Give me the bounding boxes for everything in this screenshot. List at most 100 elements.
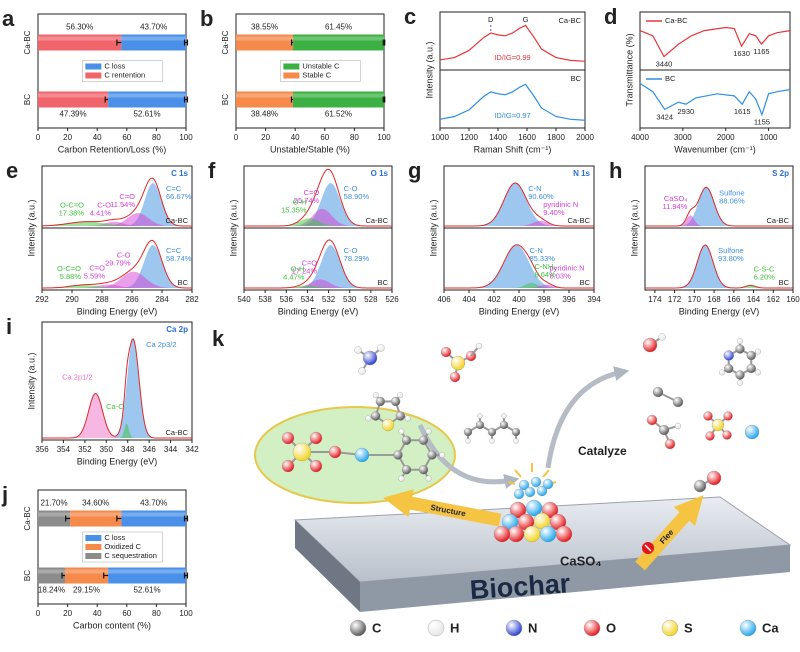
- atom: [398, 428, 405, 435]
- peak: [42, 183, 192, 226]
- atom: [525, 499, 543, 517]
- x-tick-label: 80: [152, 609, 161, 618]
- peak-name: CaSO₄: [664, 194, 688, 203]
- atom: [489, 438, 495, 444]
- center-label: CaSO₄: [560, 553, 602, 568]
- peak-share: 11.54%: [110, 200, 135, 209]
- peak-share: 4.47%: [283, 272, 305, 281]
- x-tick-label: 292: [35, 295, 49, 304]
- x-axis-label: Unstable/Stable (%): [270, 144, 350, 154]
- peak-name: C-NH₂: [535, 262, 557, 271]
- bar-shine: [70, 512, 122, 517]
- peak-share: 58.74%: [166, 254, 192, 263]
- x-tick-label: 398: [537, 295, 551, 304]
- value-label: 38.55%: [251, 23, 278, 32]
- x-tick-label: 80: [350, 133, 359, 142]
- x-tick-label: 1000: [431, 133, 449, 142]
- x-axis-label: Carbon content (%): [73, 620, 151, 630]
- peak-name: O-H: [293, 197, 307, 206]
- band-label: 1630: [733, 49, 750, 58]
- atom: [536, 485, 548, 497]
- bar-shine: [121, 36, 186, 41]
- legend-label: N: [528, 620, 537, 635]
- atom: [646, 414, 658, 426]
- x-tick-label: 1800: [547, 133, 565, 142]
- atom: [723, 411, 733, 421]
- band-label: 3440: [656, 60, 673, 69]
- atom: [427, 450, 437, 460]
- x-tick-label: 344: [164, 445, 178, 454]
- legend-label: C loss: [104, 533, 125, 542]
- peak-name: Ca 2p1/2: [62, 372, 92, 381]
- peak-name: O-C=O: [57, 264, 81, 273]
- atom: [354, 447, 370, 463]
- legend-swatch: [739, 619, 757, 637]
- atom: [703, 411, 713, 421]
- x-axis-label: Binding Energy (eV): [77, 456, 158, 466]
- spectrum-line: [639, 82, 791, 117]
- peak-share: 8.64%: [535, 270, 557, 279]
- legend-label: C rentention: [104, 70, 145, 79]
- x-axis-label: Binding Energy (eV): [77, 306, 158, 316]
- peak-name: C=O: [301, 258, 317, 267]
- atom: [370, 411, 381, 421]
- value-label: 52.61%: [133, 586, 160, 595]
- peak: [645, 187, 793, 226]
- x-tick-label: 0: [36, 133, 41, 142]
- atom: [398, 475, 405, 482]
- sample-label: Ca-BC: [165, 216, 188, 225]
- panel-letter: h: [609, 158, 622, 183]
- atom: [724, 363, 734, 374]
- peak-share: 25.74%: [294, 196, 320, 205]
- x-tick-label: 354: [57, 445, 71, 454]
- peak: [42, 221, 192, 226]
- peak-name: O-C=O: [60, 201, 84, 210]
- peak: [42, 271, 192, 288]
- legend-label: C loss: [104, 61, 125, 70]
- x-tick-label: 172: [668, 295, 682, 304]
- atom: [425, 428, 432, 435]
- peak-share: 85.33%: [530, 254, 556, 263]
- y-tick-label: Ca-BC: [221, 30, 230, 54]
- peak-annotation: G: [523, 15, 529, 24]
- x-tick-label: 3000: [674, 133, 692, 142]
- atom: [501, 413, 507, 419]
- x-axis-label: Raman Shift (cm⁻¹): [474, 144, 552, 154]
- envelope: [42, 337, 192, 439]
- peak: [42, 284, 192, 288]
- x-tick-label: 528: [364, 295, 378, 304]
- x-tick-label: 526: [385, 295, 399, 304]
- atom: [652, 386, 664, 398]
- atom: [511, 427, 521, 437]
- peak-share: 93.80%: [718, 254, 744, 263]
- legend-swatch: [583, 619, 601, 637]
- peak: [42, 213, 192, 226]
- legend-label: Unstable C: [302, 61, 340, 70]
- x-tick-label: 394: [587, 295, 601, 304]
- atom: [418, 435, 429, 445]
- atom: [463, 427, 473, 437]
- atom: [523, 525, 541, 543]
- envelope: [244, 239, 392, 289]
- atom: [513, 438, 519, 444]
- peak: [244, 218, 392, 226]
- bar: [38, 91, 109, 108]
- legend-label: O: [606, 620, 616, 635]
- plot-frame: [37, 489, 187, 605]
- x-tick-label: 1600: [518, 133, 536, 142]
- sample-label: Ca-BC: [567, 216, 590, 225]
- plot-frame: [235, 13, 385, 129]
- legend-swatch: [283, 63, 300, 70]
- atom: [737, 338, 743, 345]
- bar: [292, 91, 384, 108]
- panel-letter: g: [408, 158, 421, 183]
- value-label: 43.70%: [140, 499, 167, 508]
- x-tick-label: 540: [237, 295, 251, 304]
- atom: [450, 355, 466, 371]
- legend-label: S: [684, 620, 693, 635]
- x-tick-label: 160: [786, 295, 800, 304]
- peak-name: Ca-C: [106, 402, 124, 411]
- atom: [365, 415, 372, 422]
- legend-label: BC: [665, 74, 676, 83]
